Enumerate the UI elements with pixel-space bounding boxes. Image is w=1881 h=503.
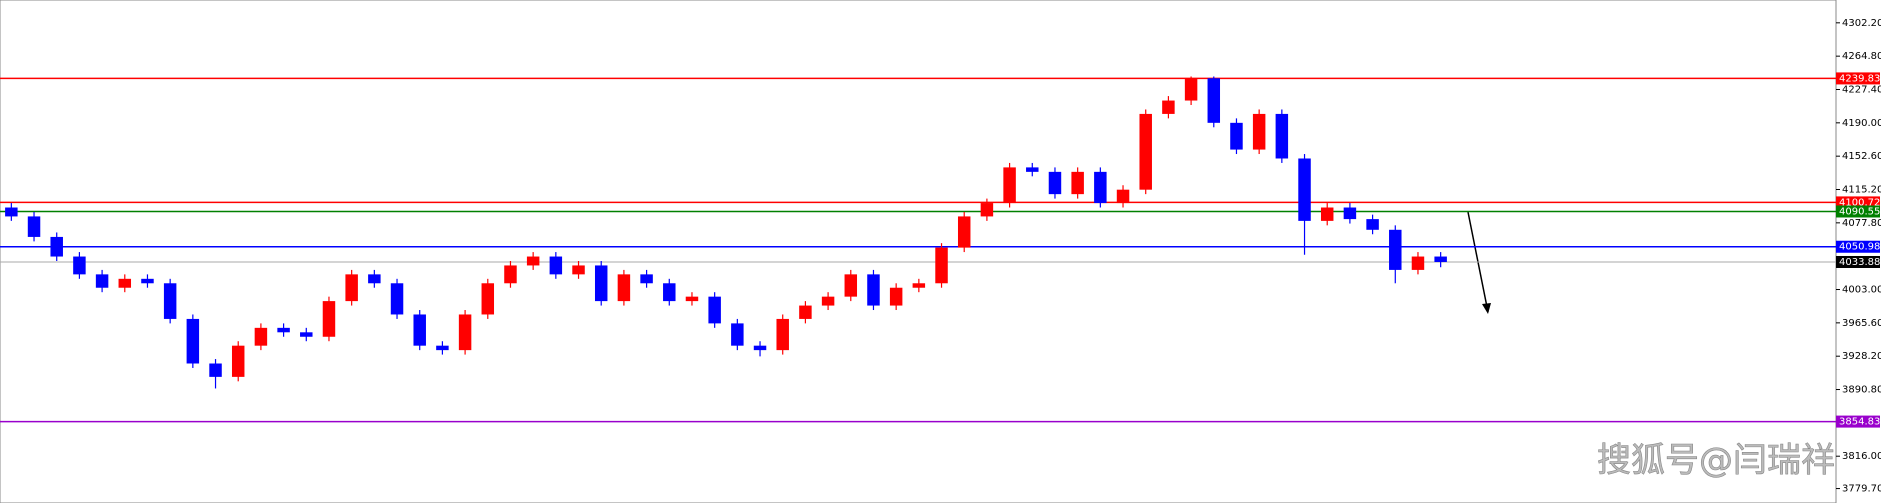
candle-body <box>912 283 926 288</box>
candle-body <box>390 283 404 315</box>
candle-body <box>458 314 472 351</box>
candle-body <box>368 274 381 284</box>
y-tick-label: 3816.00 <box>1842 451 1881 462</box>
candle-body <box>277 327 290 333</box>
candle-body <box>708 296 721 324</box>
level-label-bg <box>1836 255 1880 268</box>
candle-body <box>640 274 653 284</box>
candle-body <box>504 265 517 284</box>
candle-body <box>549 256 563 275</box>
candle-body <box>617 274 631 302</box>
candle-body <box>141 278 154 284</box>
candle-body <box>1026 167 1039 172</box>
y-tick-label: 4003.00 <box>1842 285 1881 296</box>
candle-body <box>209 363 222 377</box>
candle-body <box>50 236 63 257</box>
candle-body <box>1434 256 1447 262</box>
level-label-bg <box>1836 415 1880 428</box>
candle-body <box>1275 113 1289 159</box>
arrow-head <box>1482 303 1491 314</box>
candle-body <box>685 296 699 302</box>
candle-body <box>1389 229 1402 270</box>
candle-body <box>345 274 358 302</box>
plot-area <box>0 0 1837 503</box>
candle-body <box>300 332 313 337</box>
candle-body <box>526 256 540 266</box>
candle-body <box>413 314 426 346</box>
y-tick-label: 4115.20 <box>1842 185 1881 196</box>
candle-body <box>799 305 812 319</box>
candle-body <box>1298 158 1311 221</box>
candle-body <box>5 207 18 217</box>
y-tick-label: 3928.20 <box>1842 351 1881 362</box>
candle-body <box>27 216 41 237</box>
level-label: 4050.98 <box>1839 242 1880 253</box>
candle-body <box>1207 78 1221 123</box>
y-tick-label: 3890.80 <box>1842 385 1881 396</box>
candle-body <box>572 265 585 275</box>
y-tick-label: 3779.70 <box>1842 484 1881 495</box>
candle-body <box>844 274 858 297</box>
candle-body <box>1320 207 1334 221</box>
candle-body <box>322 301 336 337</box>
candle-body <box>1003 167 1016 204</box>
candle-body <box>1184 78 1198 101</box>
candle-body <box>231 345 245 377</box>
candle-body <box>1230 122 1243 150</box>
level-label: 4090.55 <box>1839 206 1880 217</box>
candle-body <box>663 283 676 302</box>
candle-body <box>1071 171 1084 195</box>
y-tick-label: 4077.80 <box>1842 218 1881 229</box>
candle-body <box>821 296 835 306</box>
candle-body <box>1048 171 1062 195</box>
candle-body <box>95 274 109 288</box>
candle-body <box>163 283 177 319</box>
candle-body <box>1411 256 1425 270</box>
level-label-bg <box>1836 72 1880 85</box>
level-label: 4100.72 <box>1839 197 1880 208</box>
candle-body <box>594 265 608 302</box>
candle-body <box>980 203 994 217</box>
candle-body <box>889 287 903 306</box>
level-label-bg <box>1836 196 1880 209</box>
candle-body <box>957 216 971 248</box>
candle-body <box>1139 113 1152 190</box>
candle-body <box>935 247 948 284</box>
candle-body <box>1343 207 1357 220</box>
level-label-bg <box>1836 240 1880 253</box>
candle-body <box>118 278 132 288</box>
candle-body <box>481 283 495 315</box>
y-tick-label: 4302.20 <box>1842 18 1881 29</box>
y-tick-label: 4264.80 <box>1842 51 1881 62</box>
level-label-bg <box>1836 205 1880 218</box>
y-tick-label: 4227.40 <box>1842 84 1881 95</box>
candle-body <box>1366 219 1379 230</box>
candle-body <box>1252 113 1266 150</box>
y-tick-label: 4152.60 <box>1842 151 1881 162</box>
candle-body <box>1116 189 1130 204</box>
candle-body <box>73 256 86 275</box>
y-tick-label: 3965.60 <box>1842 318 1881 329</box>
level-label: 4239.83 <box>1839 73 1880 84</box>
level-label: 3854.83 <box>1839 417 1880 428</box>
candle-body <box>753 345 767 351</box>
candle-body <box>254 327 268 346</box>
candle-body <box>186 318 200 364</box>
y-tick-label: 4190.00 <box>1842 118 1881 129</box>
candle-body <box>436 345 449 351</box>
level-label: 4033.88 <box>1839 257 1880 268</box>
candle-body <box>867 274 880 306</box>
candle-body <box>1162 100 1175 114</box>
watermark: 搜狐号@闫瑞祥 <box>1597 441 1835 481</box>
candle-body <box>776 318 789 351</box>
candle-body <box>1094 171 1107 204</box>
candle-body <box>731 323 744 346</box>
